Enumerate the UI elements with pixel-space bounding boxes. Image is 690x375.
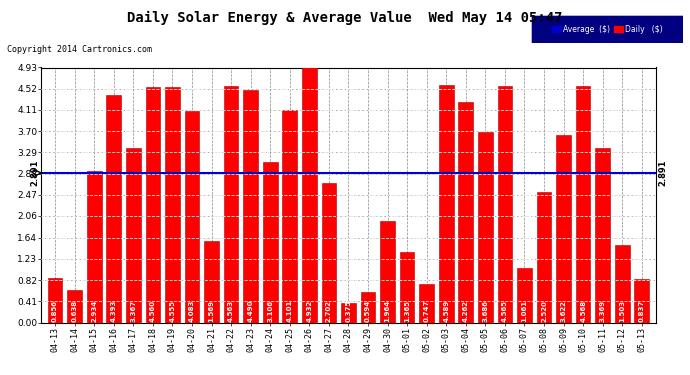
Text: 2.891: 2.891 (30, 160, 39, 186)
Text: 4.560: 4.560 (150, 300, 156, 322)
Bar (595, 148, 610, 322)
Bar (263, 162, 277, 322)
Bar (48, 278, 62, 322)
Bar (146, 87, 160, 322)
Bar (420, 284, 434, 322)
Text: 2.702: 2.702 (326, 300, 332, 322)
Text: 4.393: 4.393 (111, 300, 117, 322)
Bar (341, 303, 356, 322)
Bar (635, 279, 649, 322)
Text: 4.101: 4.101 (287, 300, 293, 322)
Text: 0.594: 0.594 (365, 300, 371, 322)
Text: Daily Solar Energy & Average Value  Wed May 14 05:47: Daily Solar Energy & Average Value Wed M… (127, 11, 563, 26)
Text: 4.932: 4.932 (306, 300, 313, 322)
Bar (185, 111, 199, 322)
Bar (302, 68, 317, 322)
Bar (224, 87, 239, 322)
Text: 4.563: 4.563 (228, 300, 234, 322)
Text: 0.747: 0.747 (424, 300, 430, 322)
Text: 1.365: 1.365 (404, 300, 410, 322)
Bar (380, 221, 395, 322)
Bar (537, 192, 551, 322)
Bar (556, 135, 571, 322)
Bar (126, 148, 141, 322)
Text: 0.856: 0.856 (52, 300, 58, 322)
Bar (322, 183, 336, 322)
Bar (361, 292, 375, 322)
Bar (244, 90, 258, 322)
Text: 3.622: 3.622 (560, 300, 566, 322)
Bar (87, 171, 101, 322)
Text: 4.568: 4.568 (580, 300, 586, 322)
Text: 4.262: 4.262 (463, 300, 469, 322)
Text: 4.083: 4.083 (189, 300, 195, 322)
Text: 1.503: 1.503 (619, 300, 625, 322)
Text: 1.061: 1.061 (522, 300, 527, 322)
Text: 3.367: 3.367 (130, 300, 137, 322)
Text: 3.106: 3.106 (267, 300, 273, 322)
Text: 1.964: 1.964 (384, 300, 391, 322)
Text: 3.369: 3.369 (600, 300, 606, 322)
Text: 0.837: 0.837 (639, 300, 645, 322)
Bar (282, 110, 297, 322)
Text: 0.375: 0.375 (346, 300, 351, 322)
Bar (497, 86, 512, 322)
Bar (165, 87, 180, 322)
Bar (439, 85, 453, 322)
Text: 1.569: 1.569 (208, 300, 215, 322)
Text: 2.891: 2.891 (659, 160, 668, 186)
Bar (204, 242, 219, 322)
Bar (400, 252, 415, 322)
Text: 2.934: 2.934 (91, 300, 97, 322)
Legend: Average  ($), Daily   ($): Average ($), Daily ($) (549, 21, 666, 37)
Text: 2.520: 2.520 (541, 300, 547, 322)
Text: 4.589: 4.589 (443, 300, 449, 322)
Text: 4.565: 4.565 (502, 300, 508, 322)
Text: 4.555: 4.555 (170, 300, 175, 322)
Bar (517, 268, 532, 322)
Text: 4.490: 4.490 (248, 300, 254, 322)
Bar (68, 290, 82, 322)
Bar (575, 86, 591, 322)
Bar (615, 245, 629, 322)
Bar (458, 102, 473, 322)
Text: 0.638: 0.638 (72, 300, 78, 322)
Bar (478, 132, 493, 322)
Bar (106, 95, 121, 322)
Text: 3.686: 3.686 (482, 300, 489, 322)
Text: Copyright 2014 Cartronics.com: Copyright 2014 Cartronics.com (7, 45, 152, 54)
